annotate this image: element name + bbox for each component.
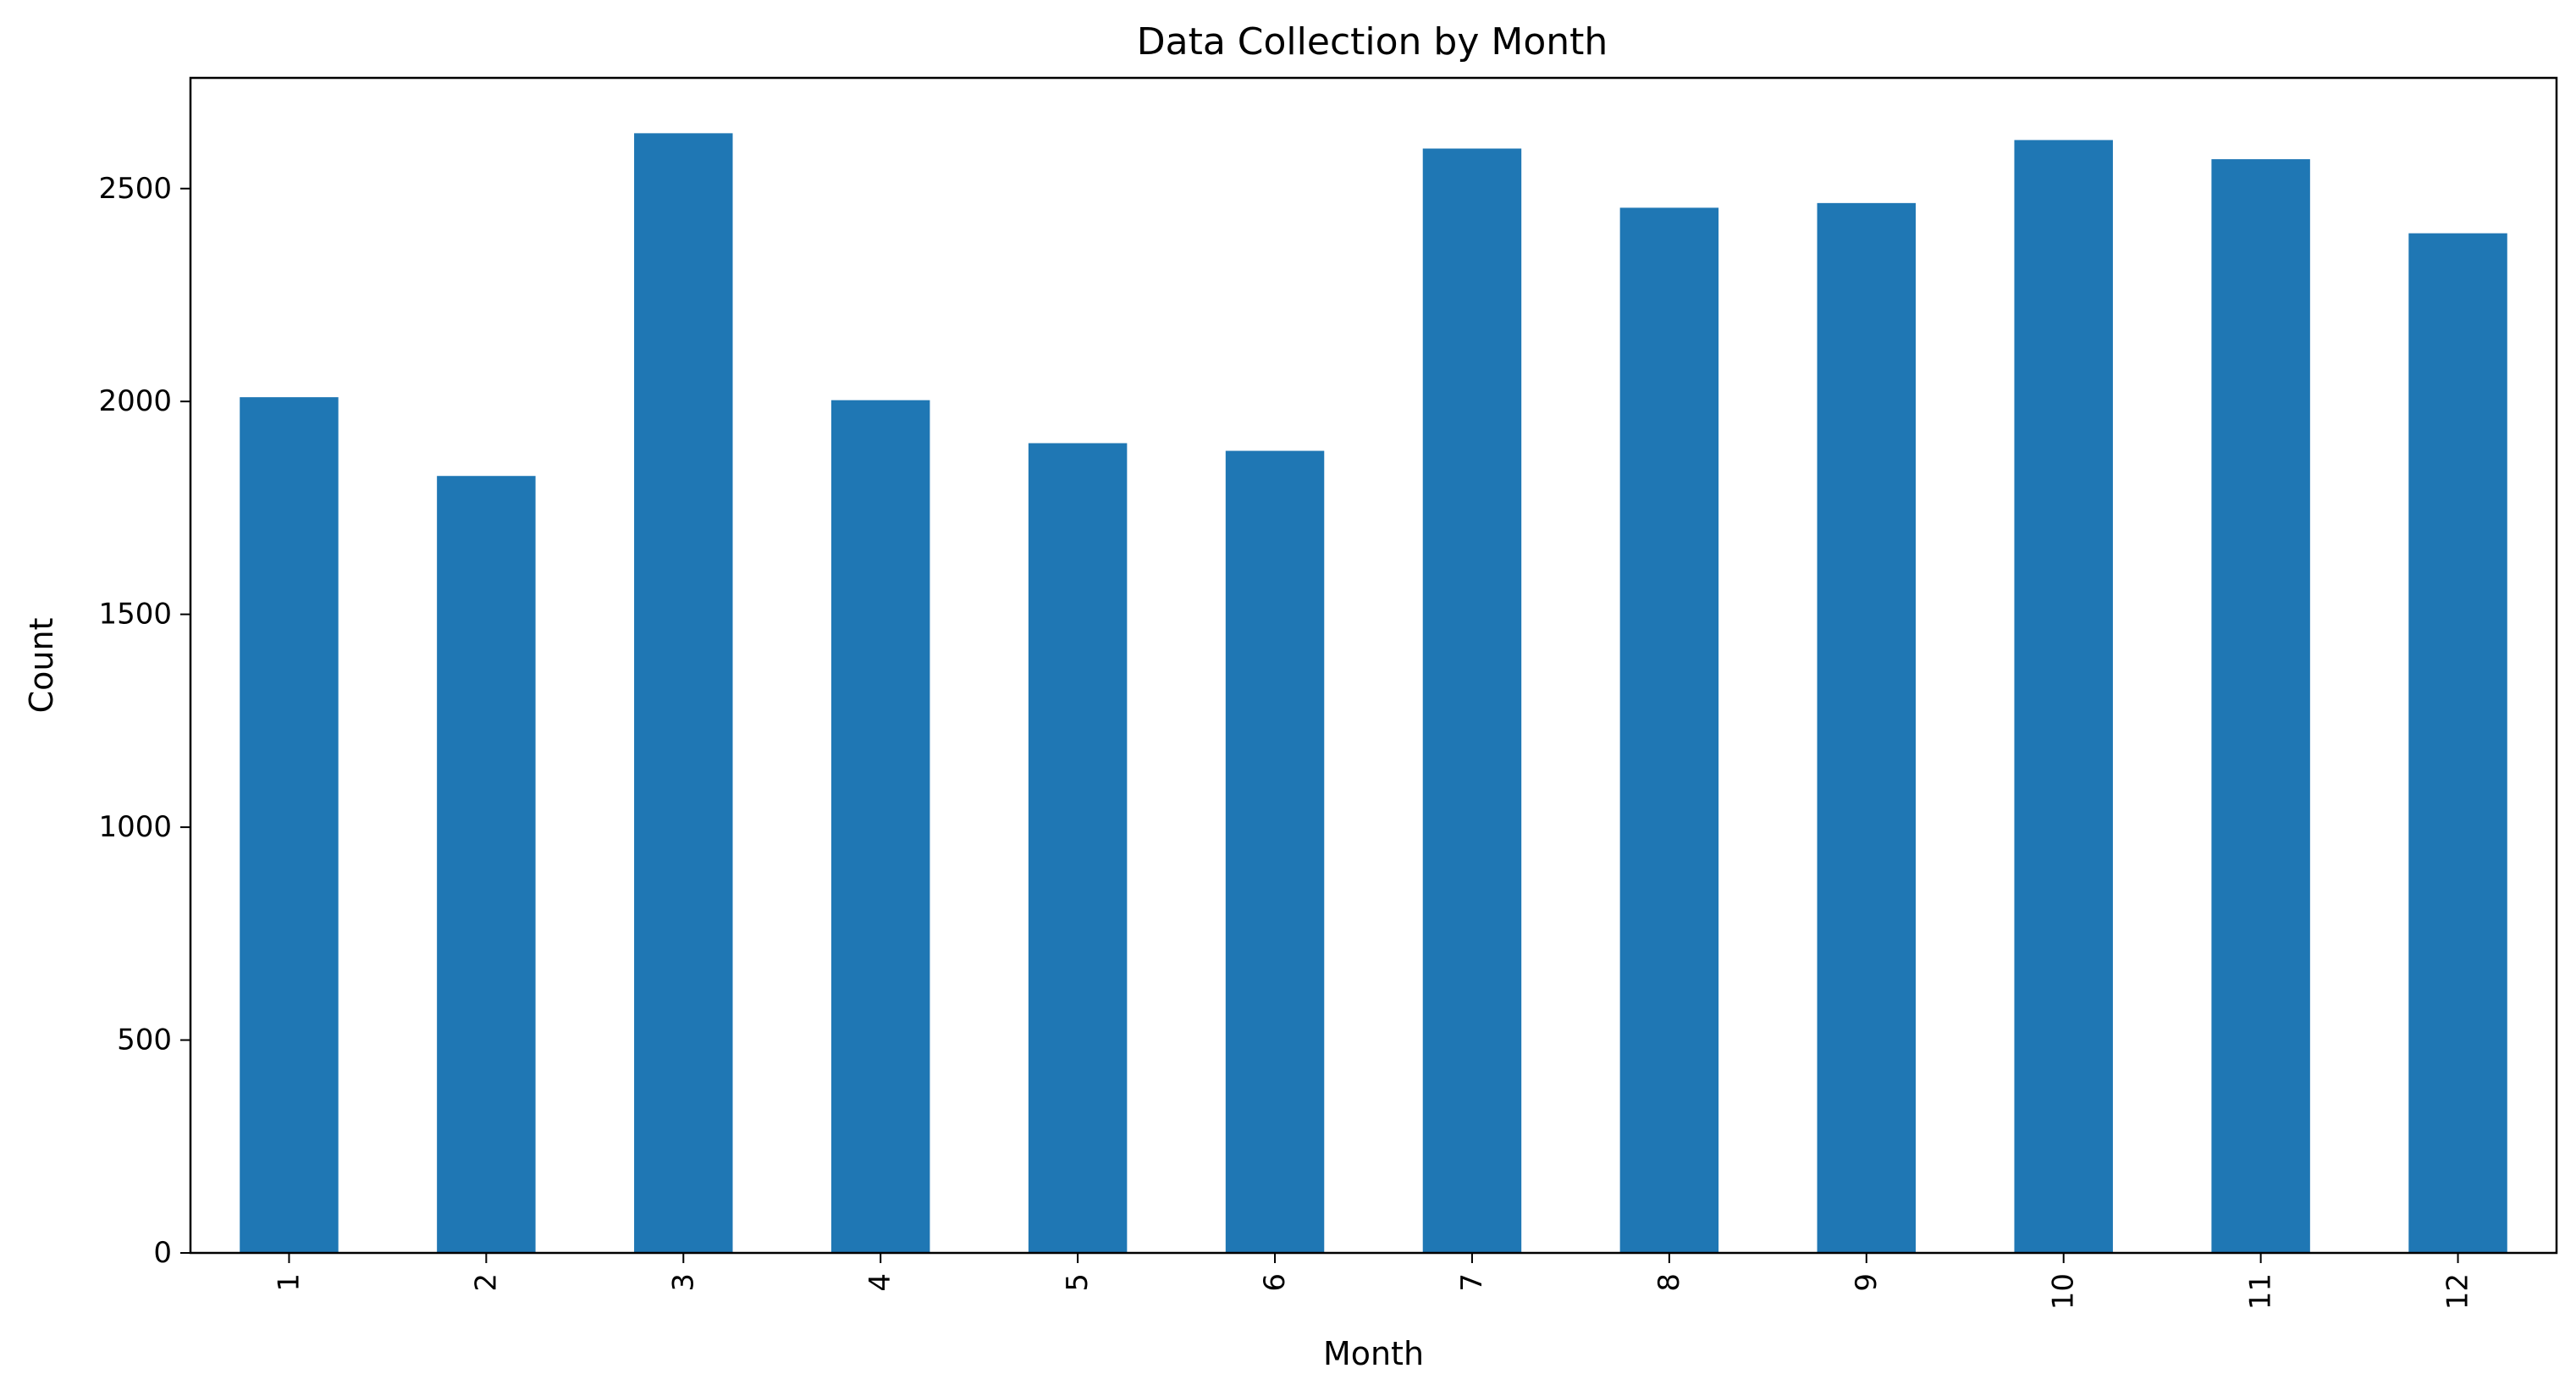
x-tick-label: 7	[1455, 1273, 1489, 1292]
bar-month-9	[1817, 202, 1917, 1253]
y-axis-title: Count	[23, 618, 60, 714]
bars-group	[240, 133, 2507, 1254]
bar-month-10	[2014, 140, 2113, 1253]
x-tick-label: 11	[2244, 1273, 2278, 1310]
x-tick-label: 1	[272, 1273, 306, 1292]
bar-month-3	[634, 133, 733, 1253]
x-tick-label: 10	[2047, 1273, 2081, 1310]
y-tick-label: 500	[117, 1024, 172, 1057]
bar-month-5	[1028, 443, 1128, 1253]
y-tick-label: 2000	[98, 384, 172, 418]
bar-month-7	[1422, 148, 1522, 1253]
x-tick-label: 4	[863, 1273, 897, 1292]
x-tick-label: 12	[2441, 1273, 2475, 1310]
y-tick-label: 1500	[98, 598, 172, 632]
bar-month-2	[437, 476, 536, 1253]
x-axis-ticks: 1 2 3 4 5 6 7 8 9 10 11 12	[272, 1253, 2475, 1310]
y-tick-label: 0	[153, 1236, 172, 1270]
x-tick-label: 3	[666, 1273, 700, 1292]
bar-month-8	[1619, 207, 1719, 1254]
x-axis-title: Month	[1323, 1335, 1424, 1372]
x-tick-label: 9	[1850, 1273, 1884, 1292]
plot-frame	[189, 76, 2558, 1255]
bar-month-12	[2408, 233, 2507, 1253]
x-tick-label: 5	[1061, 1273, 1095, 1292]
bar-month-4	[830, 400, 930, 1253]
y-tick-label: 2500	[98, 172, 172, 206]
x-tick-label: 8	[1652, 1273, 1686, 1292]
y-tick-label: 1000	[98, 810, 172, 844]
bar-month-1	[240, 397, 339, 1253]
bar-month-11	[2211, 159, 2310, 1254]
x-tick-label: 6	[1258, 1273, 1292, 1292]
bar-month-6	[1225, 450, 1325, 1253]
chart-title: Data Collection by Month	[1137, 20, 1608, 63]
y-axis-ticks: 0 500 1000 1500 2000 2500	[98, 172, 190, 1270]
x-tick-label: 2	[469, 1273, 503, 1292]
